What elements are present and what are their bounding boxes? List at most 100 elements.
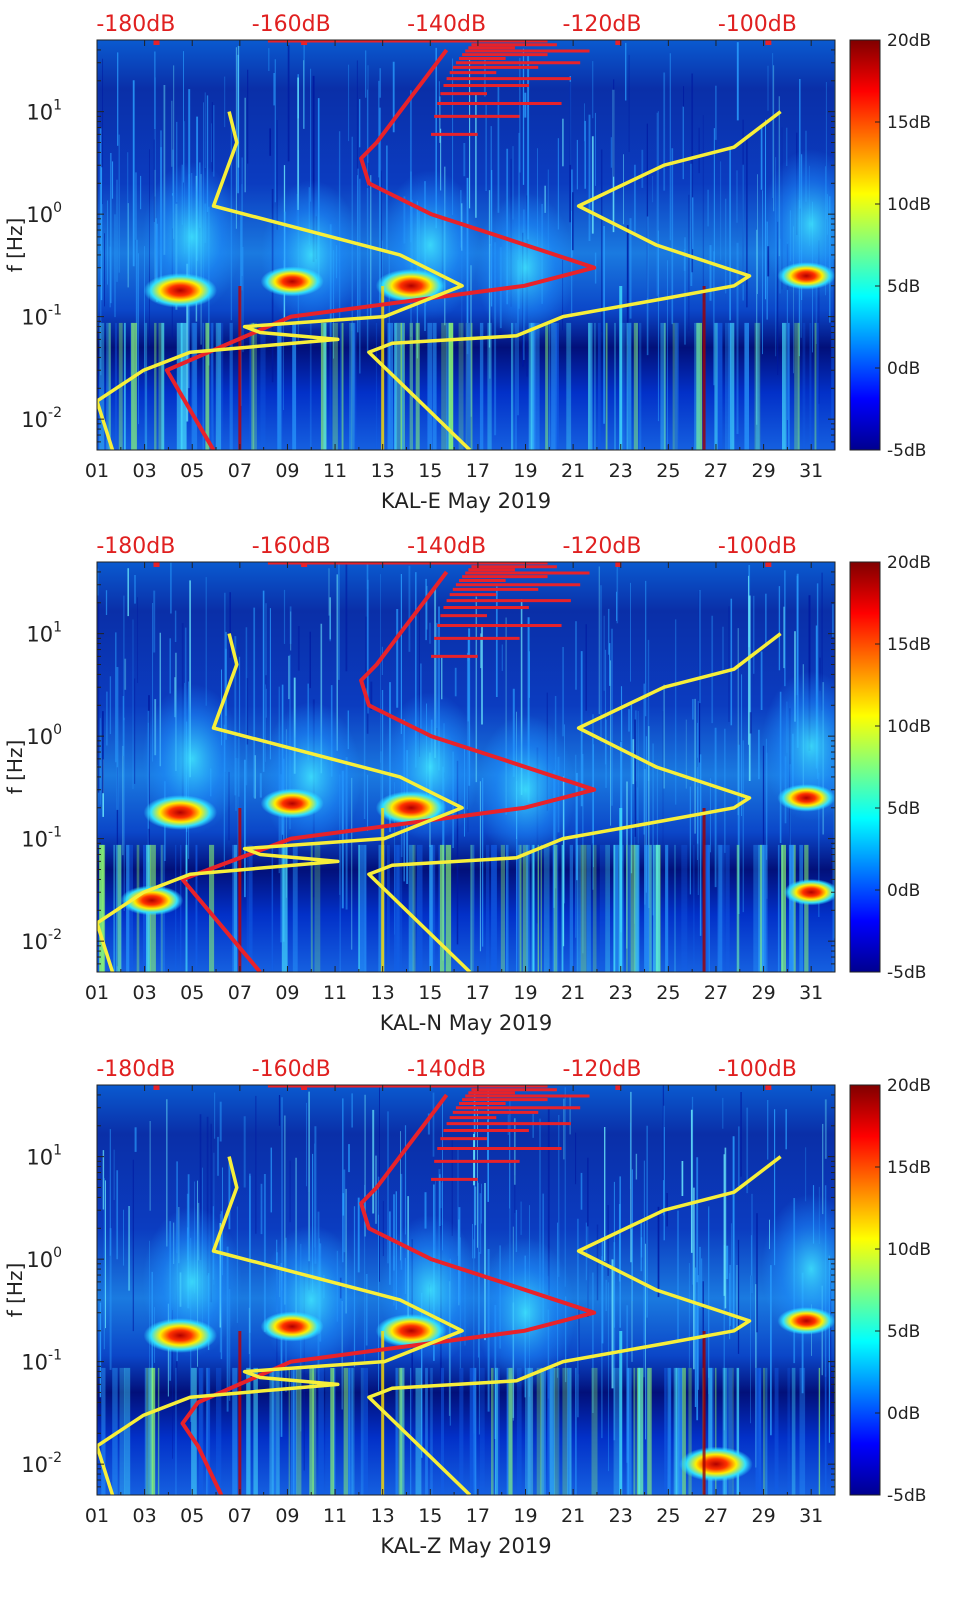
top-db-tick-label: -180dB: [96, 12, 175, 37]
x-tick-label: 27: [704, 982, 728, 1004]
top-db-tick-label: -100dB: [718, 12, 797, 37]
colorbar-tick-label: -5dB: [887, 1486, 926, 1506]
x-tick-label: 29: [751, 460, 775, 482]
energy-hotspot: [777, 1307, 835, 1335]
x-tick-label: 17: [466, 1505, 490, 1527]
energy-hotspot: [375, 1314, 447, 1348]
energy-hotspot: [120, 885, 184, 916]
x-tick-label: 13: [371, 460, 395, 482]
top-edge-marker: [153, 40, 160, 45]
colorbar-tick-label: 5dB: [887, 277, 920, 297]
colorbar-tick-label: 0dB: [887, 359, 920, 379]
x-tick-label: 11: [323, 460, 347, 482]
x-tick-label: 31: [799, 1505, 823, 1527]
top-db-tick-label: -160dB: [252, 12, 331, 37]
spectrogram-area: [97, 562, 835, 972]
panel-1: 01 03 05 07 09 11 13 15 17 19 21 23 25 27 29 31 KAL-E Ma…: [3, 12, 931, 513]
energy-hotspot: [679, 1446, 753, 1482]
x-tick-label: 31: [799, 982, 823, 1004]
x-tick-label: 13: [371, 982, 395, 1004]
x-tick-label: 29: [751, 1505, 775, 1527]
top-edge-marker: [615, 1085, 622, 1090]
energy-hotspot: [375, 791, 447, 825]
panel-2: 01 03 05 07 09 11 13 15 17 19 21 23 25 27 29 31 KAL-N Ma…: [3, 534, 931, 1035]
x-axis-label: KAL-N May 2019: [380, 1011, 553, 1035]
y-tick-label: 100: [26, 200, 62, 227]
y-tick-label: 10-1: [21, 1348, 62, 1375]
noise-model-red-line: [180, 1093, 597, 1495]
top-db-tick-label: -120dB: [562, 534, 641, 559]
y-tick-label: 101: [26, 98, 62, 125]
y-tick-label: 101: [26, 620, 62, 647]
x-tick-label: 27: [704, 1505, 728, 1527]
x-axis-label: KAL-E May 2019: [381, 489, 551, 513]
top-edge-marker: [765, 562, 772, 567]
energy-hotspot: [777, 262, 835, 290]
top-edge-marker: [301, 1085, 308, 1090]
colorbar-tick-label: -5dB: [887, 441, 926, 461]
noise-model-red-line: [180, 570, 597, 972]
reference-left-line: [97, 111, 464, 450]
y-tick-label: 10-1: [21, 303, 62, 330]
x-tick-label: 03: [133, 460, 157, 482]
energy-hotspot: [143, 273, 217, 308]
colorbar-tick-label: 10dB: [887, 195, 931, 215]
x-tick-label: 25: [656, 1505, 680, 1527]
x-tick-label: 17: [466, 460, 490, 482]
top-db-tick-label: -100dB: [718, 1057, 797, 1082]
x-tick-label: 07: [228, 460, 252, 482]
energy-hotspot: [783, 879, 835, 906]
x-tick-label: 09: [275, 982, 299, 1004]
colorbar-tick-label: 15dB: [887, 635, 931, 655]
x-tick-label: 15: [418, 460, 442, 482]
spectrogram-area: [97, 40, 835, 450]
x-tick-label: 31: [799, 460, 823, 482]
x-tick-label: 27: [704, 460, 728, 482]
top-db-tick-label: -180dB: [96, 1057, 175, 1082]
x-tick-label: 03: [133, 982, 157, 1004]
y-tick-label: 100: [26, 1245, 62, 1272]
energy-hotspot: [777, 784, 835, 812]
x-tick-label: 19: [513, 460, 537, 482]
colorbar: [849, 1084, 881, 1496]
colorbar-tick-label: 20dB: [887, 31, 931, 51]
y-tick-label: 10-2: [21, 927, 62, 954]
colorbar-tick-label: 10dB: [887, 1240, 931, 1260]
y-axis-label: f [Hz]: [3, 1263, 27, 1318]
colorbar-tick-label: 0dB: [887, 881, 920, 901]
top-edge-marker: [301, 40, 308, 45]
x-tick-label: 05: [180, 1505, 204, 1527]
y-axis-label: f [Hz]: [3, 218, 27, 273]
top-edge-marker: [153, 1085, 160, 1090]
reference-right-line: [367, 1155, 782, 1495]
x-tick-label: 17: [466, 982, 490, 1004]
reference-left-line: [97, 633, 464, 972]
top-edge-marker: [301, 562, 308, 567]
x-tick-label: 29: [751, 982, 775, 1004]
x-tick-label: 21: [561, 982, 585, 1004]
colorbar-tick-label: 15dB: [887, 113, 931, 133]
colorbar-tick-label: 0dB: [887, 1404, 920, 1424]
energy-hotspot: [143, 795, 217, 830]
noise-model-fringe: [431, 1088, 590, 1181]
y-tick-label: 100: [26, 722, 62, 749]
x-tick-label: 25: [656, 460, 680, 482]
x-tick-label: 19: [513, 982, 537, 1004]
y-tick-label: 10-2: [21, 405, 62, 432]
energy-hotspot: [260, 1311, 324, 1342]
spectrogram-area: [97, 1085, 835, 1495]
reference-right-line: [367, 110, 782, 450]
x-tick-label: 11: [323, 1505, 347, 1527]
x-axis-label: KAL-Z May 2019: [380, 1534, 551, 1558]
colorbar: [849, 561, 881, 973]
x-tick-label: 23: [609, 1505, 633, 1527]
top-db-tick-label: -160dB: [252, 1057, 331, 1082]
x-tick-label: 07: [228, 1505, 252, 1527]
energy-hotspot: [143, 1318, 217, 1353]
noise-model-red-line: [164, 48, 597, 450]
y-tick-label: 101: [26, 1143, 62, 1170]
y-tick-label: 10-1: [21, 825, 62, 852]
top-db-tick-label: -140dB: [407, 1057, 486, 1082]
colorbar-tick-label: 20dB: [887, 553, 931, 573]
